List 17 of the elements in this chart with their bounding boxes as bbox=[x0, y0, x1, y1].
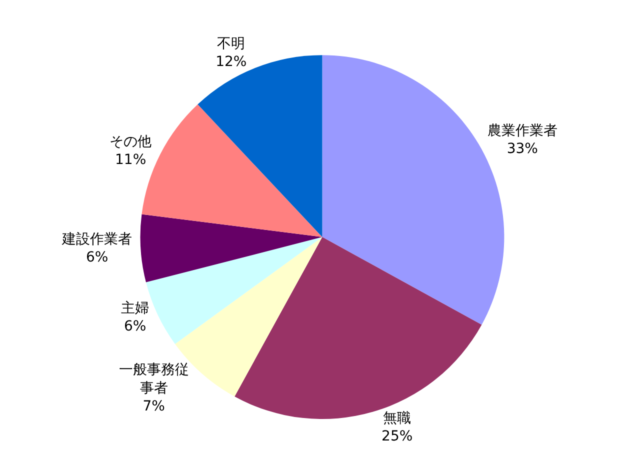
slice-label: 一般事務従事者 bbox=[118, 362, 189, 396]
slice-label: 農業作業者 bbox=[487, 122, 558, 139]
data-label: 33% bbox=[506, 141, 538, 158]
pie-slice bbox=[140, 214, 322, 282]
slice-label: 主婦 bbox=[121, 300, 150, 317]
pie-slice bbox=[198, 55, 322, 238]
slice-label: 建設作業者 bbox=[61, 231, 132, 248]
slice-label: 不明 bbox=[217, 36, 246, 52]
data-label: 7% bbox=[142, 398, 165, 414]
slice-label: 無職 bbox=[383, 410, 412, 426]
slice-label: その他 bbox=[110, 134, 152, 150]
data-label: 6% bbox=[124, 318, 146, 335]
pie-slice bbox=[175, 237, 322, 397]
data-label: 6% bbox=[86, 250, 108, 266]
data-label: 25% bbox=[382, 428, 413, 445]
data-label: 12% bbox=[216, 54, 247, 70]
data-label: 11% bbox=[115, 152, 146, 168]
